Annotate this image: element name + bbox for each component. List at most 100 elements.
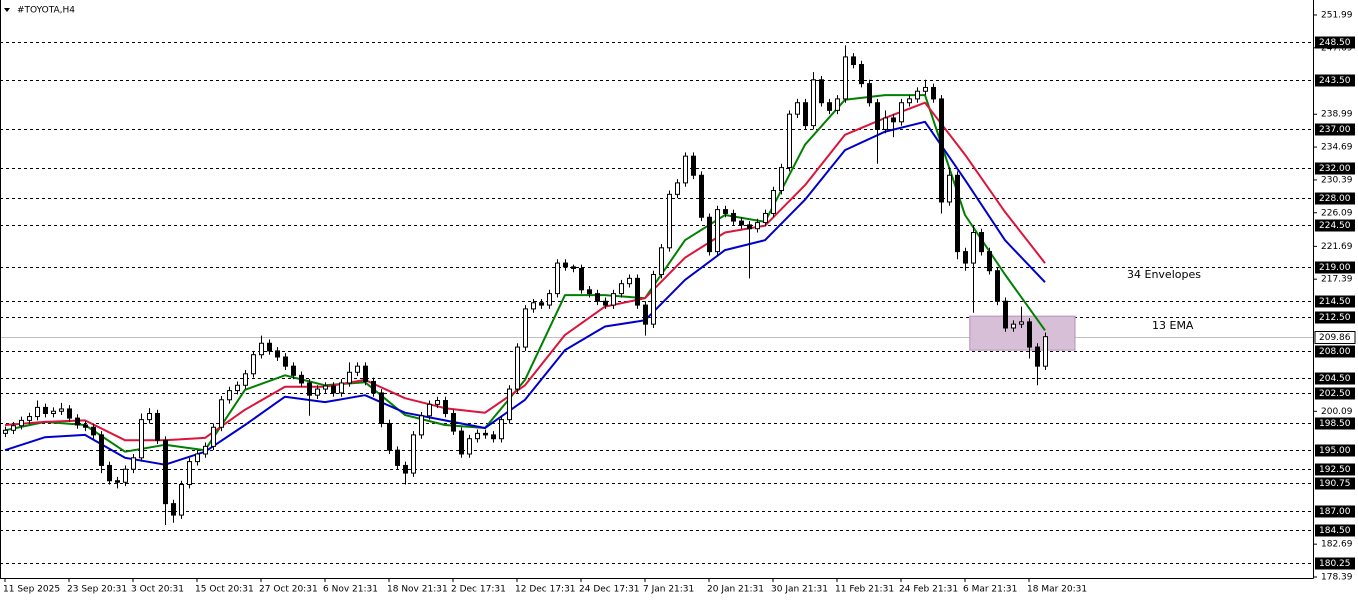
candle-body bbox=[315, 388, 320, 396]
level-label: 224.50 bbox=[1319, 221, 1351, 231]
x-tick-label: 24 Feb 21:31 bbox=[899, 585, 958, 595]
candle-body bbox=[779, 167, 784, 192]
x-tick-label: 11 Sep 2025 bbox=[3, 585, 60, 595]
candle-body bbox=[331, 385, 336, 394]
candle-body bbox=[67, 408, 72, 419]
y-tick-label: 221.69 bbox=[1321, 242, 1353, 252]
level-label: 208.00 bbox=[1319, 347, 1351, 357]
candle-body bbox=[587, 289, 592, 295]
candle-body bbox=[691, 155, 696, 176]
candle-body bbox=[307, 382, 312, 396]
candle-body bbox=[539, 302, 544, 306]
level-label: 237.00 bbox=[1319, 125, 1351, 135]
y-tick-label: 238.99 bbox=[1321, 110, 1353, 120]
y-tick-label: 217.39 bbox=[1321, 275, 1353, 285]
candle-body bbox=[19, 419, 24, 427]
level-label: 228.00 bbox=[1319, 194, 1351, 204]
x-tick-label: 11 Feb 21:31 bbox=[835, 585, 894, 595]
x-tick-label: 30 Jan 21:31 bbox=[771, 585, 828, 595]
candle-body bbox=[395, 449, 400, 466]
candle-body bbox=[179, 484, 184, 516]
indicator-label: 34 Envelopes bbox=[1127, 268, 1201, 281]
x-tick-label: 20 Jan 21:31 bbox=[707, 585, 764, 595]
candle-body bbox=[483, 432, 488, 436]
candle-body bbox=[171, 503, 176, 516]
level-label: 192.50 bbox=[1319, 465, 1351, 475]
candle-body bbox=[867, 83, 872, 104]
candle-body bbox=[203, 445, 208, 455]
candle-body bbox=[803, 102, 808, 127]
candle-body bbox=[931, 86, 936, 100]
candle-body bbox=[731, 212, 736, 222]
candle-body bbox=[403, 464, 408, 474]
level-label-box bbox=[1315, 123, 1355, 136]
level-label-box bbox=[1315, 387, 1355, 400]
candle-body bbox=[411, 434, 416, 474]
level-label: 190.75 bbox=[1319, 479, 1351, 489]
candle-body bbox=[571, 266, 576, 269]
candle-body bbox=[283, 356, 288, 367]
candle-body bbox=[323, 385, 328, 390]
zone-rect bbox=[969, 315, 1076, 351]
candle-body bbox=[859, 64, 864, 85]
candle-body bbox=[155, 413, 160, 441]
candle-body bbox=[763, 212, 768, 224]
level-label-box bbox=[1315, 417, 1355, 430]
candle-body bbox=[667, 193, 672, 249]
level-label-box bbox=[1315, 372, 1355, 385]
candle-body bbox=[883, 117, 888, 130]
candle-body bbox=[91, 426, 96, 436]
level-label-box bbox=[1315, 345, 1355, 358]
x-tick-label: 6 Mar 21:31 bbox=[963, 585, 1017, 595]
indicator-line bbox=[4, 101, 1046, 442]
candle-body bbox=[43, 406, 48, 415]
candle-body bbox=[139, 419, 144, 459]
menu-triangle bbox=[4, 8, 10, 12]
candle-body bbox=[707, 216, 712, 253]
candle-body bbox=[187, 461, 192, 486]
candle-body bbox=[35, 406, 40, 418]
candle-body bbox=[123, 468, 128, 483]
candle-body bbox=[195, 453, 200, 463]
candle-body bbox=[83, 424, 88, 428]
candle-body bbox=[347, 371, 352, 384]
y-tick-label: 230.39 bbox=[1321, 175, 1353, 185]
level-label: 187.00 bbox=[1319, 507, 1351, 517]
candle-body bbox=[1011, 323, 1016, 329]
candle-body bbox=[635, 277, 640, 306]
indicator-line bbox=[4, 120, 1046, 466]
candle-body bbox=[419, 415, 424, 436]
candle-body bbox=[747, 224, 752, 230]
current-price-label: 209.86 bbox=[1319, 333, 1351, 343]
candle-body bbox=[819, 79, 824, 104]
candle-body bbox=[715, 209, 720, 253]
candle-body bbox=[1035, 346, 1040, 367]
candle-body bbox=[835, 98, 840, 111]
candle-body bbox=[755, 222, 760, 230]
x-tick-label: 27 Oct 20:31 bbox=[259, 585, 318, 595]
level-label-box bbox=[1315, 524, 1355, 537]
candle-body bbox=[235, 384, 240, 392]
level-label-box bbox=[1315, 192, 1355, 205]
y-tick-label: 182.69 bbox=[1321, 540, 1353, 550]
candle-body bbox=[579, 267, 584, 291]
candle-body bbox=[11, 425, 16, 431]
level-label: 202.50 bbox=[1319, 389, 1351, 399]
candle-body bbox=[739, 220, 744, 226]
candle-body bbox=[107, 464, 112, 482]
y-tick-label: 200.09 bbox=[1321, 407, 1353, 417]
chart-title: #TOYOTA,H4 bbox=[17, 6, 75, 16]
candle-body bbox=[683, 155, 688, 184]
x-tick-label: 3 Oct 20:31 bbox=[131, 585, 184, 595]
candle-body bbox=[267, 342, 272, 352]
level-label: 204.50 bbox=[1319, 374, 1351, 384]
candle-body bbox=[435, 400, 440, 405]
candle-body bbox=[99, 434, 104, 466]
candle-body bbox=[971, 232, 976, 264]
x-tick-label: 12 Dec 17:31 bbox=[515, 585, 576, 595]
level-label: 184.50 bbox=[1319, 526, 1351, 536]
x-tick-label: 24 Dec 17:31 bbox=[579, 585, 640, 595]
candle-body bbox=[523, 308, 528, 348]
candle-body bbox=[371, 380, 376, 394]
